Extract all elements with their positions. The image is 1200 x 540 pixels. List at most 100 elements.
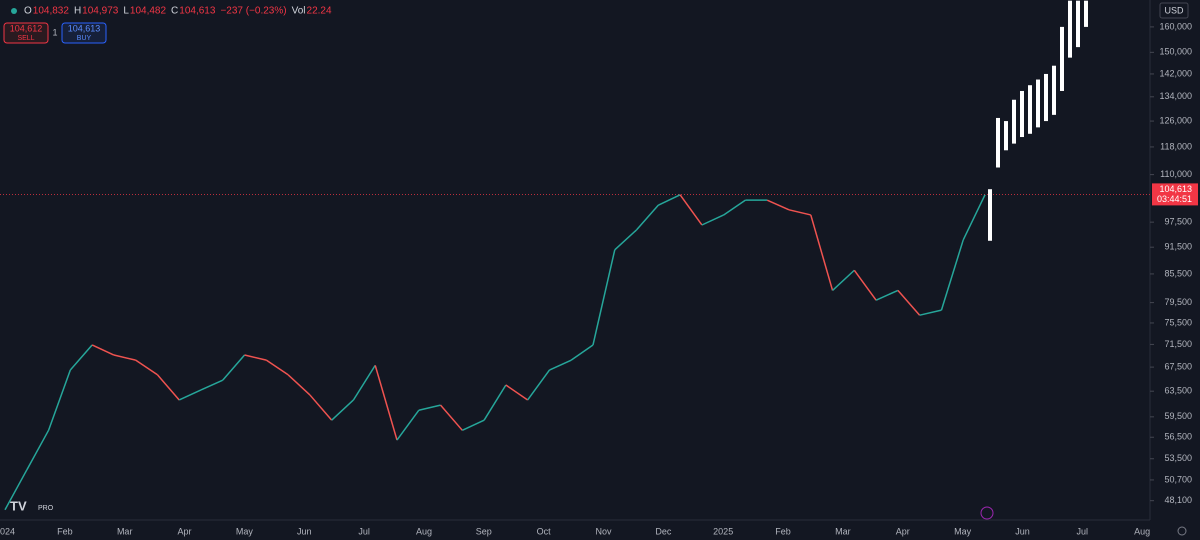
x-tick-label: Jun <box>1015 526 1030 536</box>
x-tick-label: Feb <box>775 526 791 536</box>
y-tick-label: 53,500 <box>1164 453 1192 463</box>
sell-label: SELL <box>17 35 34 42</box>
ohlc-value: 104,613 <box>179 6 216 17</box>
sell-price: 104,612 <box>10 23 43 33</box>
price-segment <box>352 364 376 401</box>
price-segment <box>396 409 420 441</box>
price-segment <box>940 239 964 311</box>
price-segment <box>462 419 485 431</box>
currency-button[interactable] <box>1159 2 1189 19</box>
settings-icon[interactable] <box>1177 526 1187 536</box>
x-tick-label: Dec <box>655 526 672 536</box>
price-segment <box>614 229 638 251</box>
price-segment <box>135 359 158 376</box>
x-tick-label: Apr <box>896 526 910 536</box>
price-segment <box>483 384 507 421</box>
projection-bar <box>1068 0 1072 58</box>
price-tag-value: 104,613 <box>1159 184 1192 194</box>
quantity[interactable]: 1 <box>52 27 57 37</box>
price-segment <box>265 359 289 376</box>
price-segment <box>91 344 115 356</box>
x-tick-label: Nov <box>595 526 612 536</box>
price-segment <box>418 404 441 412</box>
price-segment <box>962 194 986 241</box>
price-segment <box>549 359 572 371</box>
projection-bar <box>1028 85 1032 134</box>
price-segment <box>592 249 616 346</box>
price-segment <box>374 365 398 441</box>
y-tick-label: 85,500 <box>1164 268 1192 278</box>
projection-bar <box>1004 121 1008 151</box>
price-segment <box>723 199 746 216</box>
x-tick-label: Mar <box>835 526 851 536</box>
x-tick-label: Mar <box>117 526 133 536</box>
y-tick-label: 142,000 <box>1159 68 1192 78</box>
price-segment <box>788 209 811 216</box>
x-tick-label: 2024 <box>0 526 15 536</box>
price-segment <box>810 214 834 291</box>
price-segment <box>309 394 333 421</box>
y-tick-label: 50,700 <box>1164 474 1192 484</box>
price-segment <box>679 194 703 226</box>
y-tick-label: 97,500 <box>1164 217 1192 227</box>
price-segment <box>156 374 180 401</box>
projection-bar <box>1012 99 1016 144</box>
price-segment <box>919 309 942 316</box>
price-segment <box>701 214 724 226</box>
y-tick-label: 91,500 <box>1164 242 1192 252</box>
ohlc-value: 104,482 <box>130 6 167 17</box>
y-tick-label: 67,500 <box>1164 361 1192 371</box>
x-tick-label: Feb <box>57 526 73 536</box>
x-tick-label: Jun <box>297 526 312 536</box>
x-tick-label: Apr <box>178 526 192 536</box>
y-tick-label: 48,100 <box>1164 495 1192 505</box>
price-segment <box>658 194 681 206</box>
price-segment <box>244 354 267 361</box>
price-segment <box>222 354 246 381</box>
projection-bar <box>988 189 992 241</box>
ohlc-value: 104,973 <box>82 6 119 17</box>
sell-button[interactable] <box>3 22 49 44</box>
y-tick-label: 56,500 <box>1164 432 1192 442</box>
price-segment <box>505 384 529 401</box>
price-segment <box>47 369 72 431</box>
ohlc-key: C <box>171 6 178 17</box>
x-tick-label: Aug <box>416 526 432 536</box>
y-tick-label: 126,000 <box>1159 115 1192 125</box>
price-segment <box>4 469 28 511</box>
y-tick-label: 110,000 <box>1160 169 1192 179</box>
price-segment <box>331 399 354 421</box>
x-tick-label: Sep <box>476 526 492 536</box>
logo-pro: PRO <box>38 505 54 512</box>
price-segment <box>766 199 790 211</box>
x-tick-label: Aug <box>1134 526 1150 536</box>
projection-bar <box>1084 0 1088 27</box>
vol-key: Vol <box>292 6 306 17</box>
status-dot <box>11 8 17 14</box>
event-icon[interactable] <box>980 506 994 520</box>
y-tick-label: 118,000 <box>1160 141 1192 151</box>
y-tick-label: 75,500 <box>1164 317 1192 327</box>
x-tick-label: Jul <box>358 526 370 536</box>
y-tick-label: 160,000 <box>1159 21 1192 31</box>
x-tick-label: May <box>954 526 972 536</box>
x-tick-label: Oct <box>537 526 552 536</box>
y-tick-label: 150,000 <box>1159 47 1192 57</box>
price-segment <box>26 429 50 471</box>
vol-value: 22.24 <box>307 6 332 17</box>
buy-label: BUY <box>77 35 92 42</box>
price-segment <box>178 389 202 401</box>
price-segment <box>853 269 877 301</box>
price-segment <box>635 204 659 231</box>
x-tick-label: Jul <box>1077 526 1089 536</box>
buy-button[interactable] <box>61 22 107 44</box>
y-tick-label: 79,500 <box>1164 297 1192 307</box>
x-tick-label: 2025 <box>713 526 733 536</box>
y-tick-label: 134,000 <box>1159 91 1192 101</box>
price-segment <box>832 269 855 291</box>
ohlc-key: O <box>24 6 32 17</box>
ohlc-key: H <box>74 6 81 17</box>
ohlc-key: L <box>123 6 129 17</box>
